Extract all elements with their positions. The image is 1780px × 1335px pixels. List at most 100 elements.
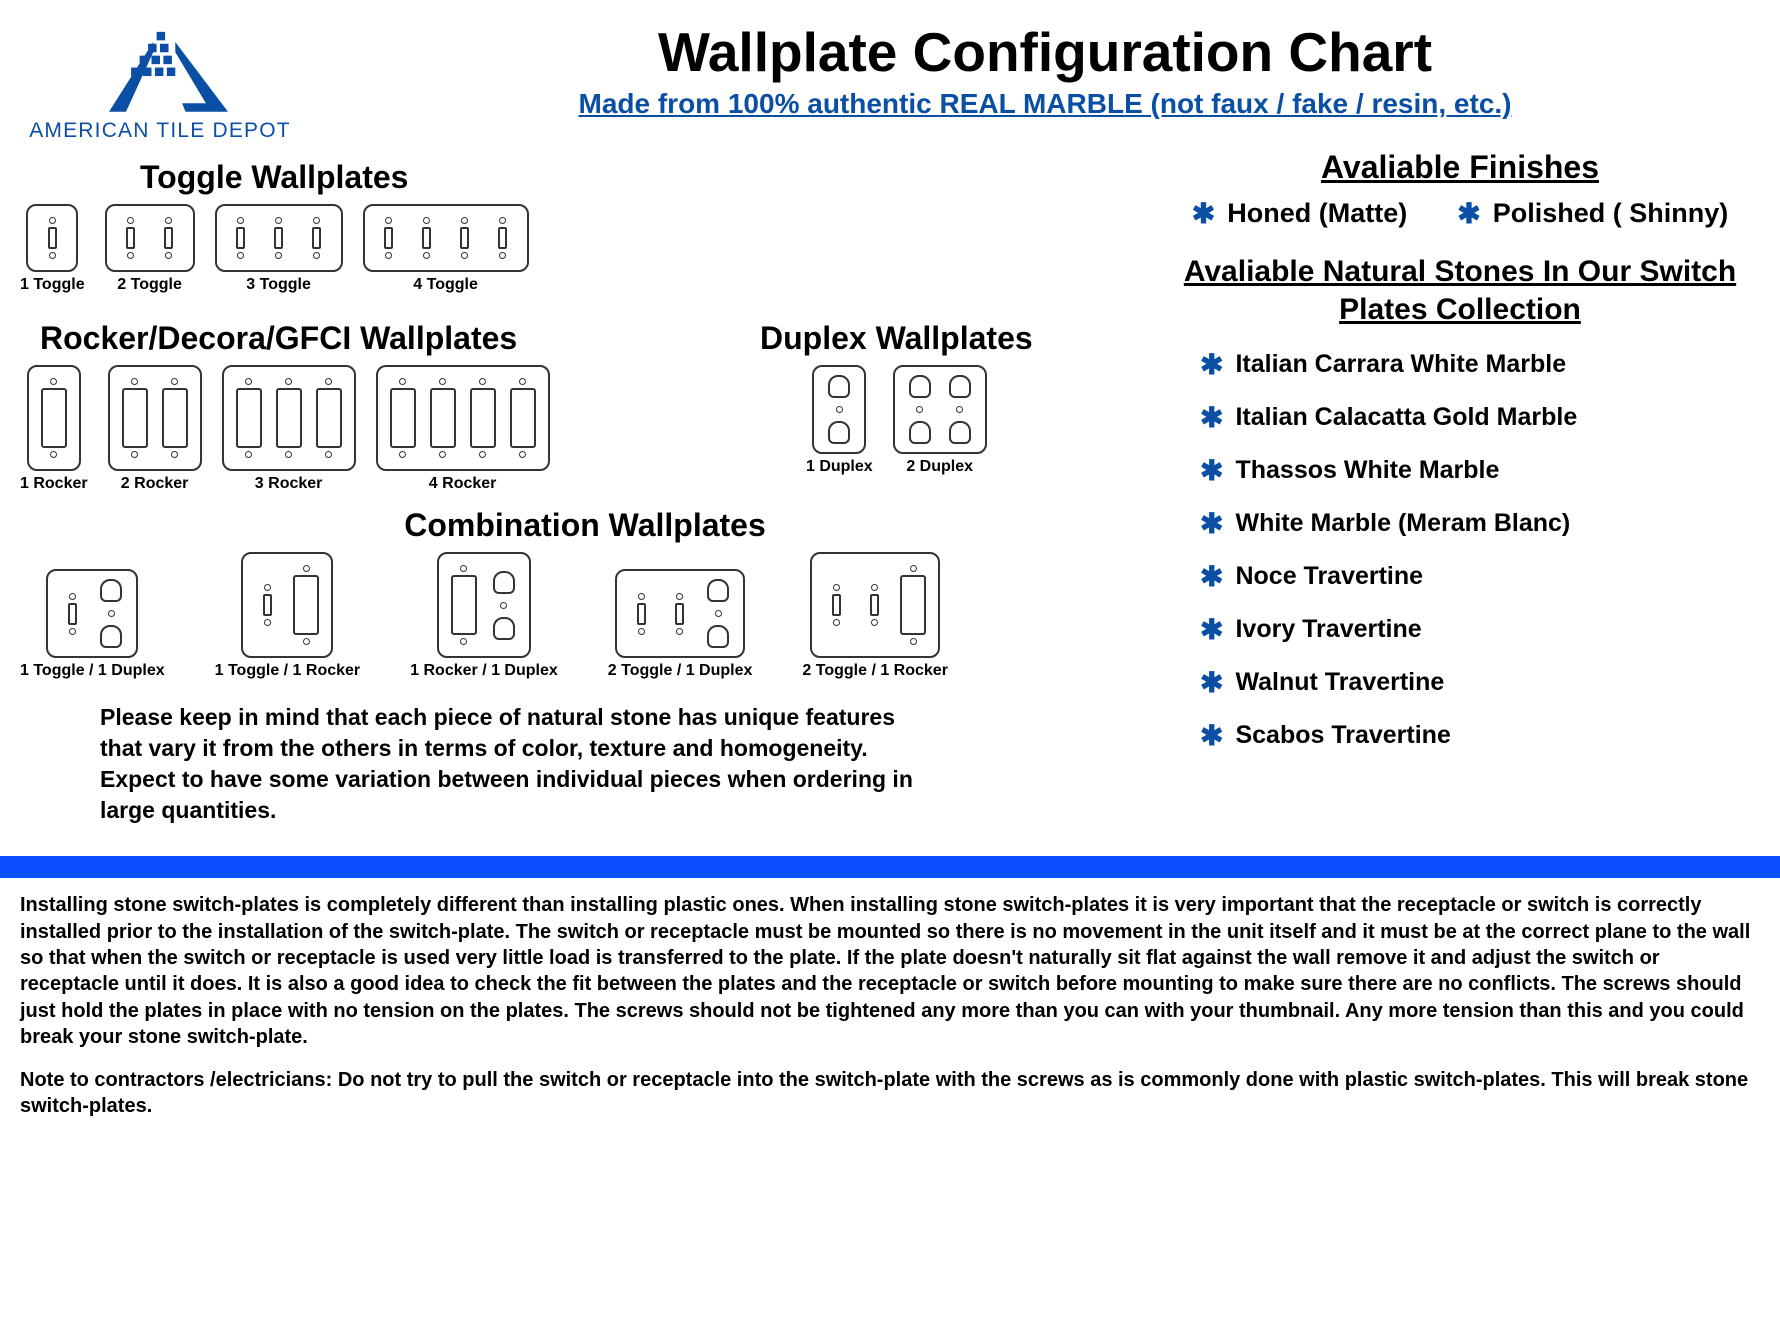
toggle-gang bbox=[37, 214, 67, 262]
screw-icon bbox=[479, 378, 486, 385]
wallplate-item: 1 Toggle / 1 Duplex bbox=[20, 569, 165, 680]
toggle-gang bbox=[302, 214, 332, 262]
rocker-gang bbox=[387, 375, 419, 461]
duplex-gang bbox=[702, 579, 734, 648]
rocker-slot-icon bbox=[41, 388, 67, 448]
toggle-slot-icon bbox=[164, 227, 173, 249]
toggle-gang bbox=[412, 214, 442, 262]
outlet-icon bbox=[828, 375, 850, 398]
wallplate-item: 3 Rocker bbox=[222, 365, 356, 493]
toggle-slot-icon bbox=[68, 603, 77, 625]
divider-bar bbox=[0, 856, 1780, 878]
screw-icon bbox=[715, 610, 722, 617]
toggle-slot-icon bbox=[870, 594, 879, 616]
rocker-row: 1 Rocker2 Rocker3 Rocker4 Rocker bbox=[20, 365, 700, 493]
star-icon: ✱ bbox=[1200, 722, 1223, 750]
screw-icon bbox=[325, 451, 332, 458]
screw-icon bbox=[423, 217, 430, 224]
star-icon: ✱ bbox=[1192, 200, 1215, 228]
toggle-slot-icon bbox=[675, 603, 684, 625]
wallplate-label: 3 Toggle bbox=[246, 276, 311, 294]
screw-icon bbox=[385, 217, 392, 224]
stone-item: ✱Walnut Travertine bbox=[1200, 668, 1760, 697]
toggle-row: 1 Toggle2 Toggle3 Toggle4 Toggle bbox=[20, 204, 1150, 294]
wallplate-icon bbox=[26, 204, 78, 272]
rocker-slot-icon bbox=[510, 388, 536, 448]
screw-icon bbox=[460, 638, 467, 645]
screw-icon bbox=[871, 584, 878, 591]
star-icon: ✱ bbox=[1200, 404, 1223, 432]
rocker-slot-icon bbox=[122, 388, 148, 448]
screw-icon bbox=[499, 217, 506, 224]
screw-icon bbox=[916, 406, 923, 413]
wallplate-item: 1 Duplex bbox=[806, 365, 873, 476]
stone-item: ✱Italian Carrara White Marble bbox=[1200, 350, 1760, 379]
wallplate-label: 2 Duplex bbox=[906, 458, 973, 476]
screw-icon bbox=[519, 451, 526, 458]
rocker-slot-icon bbox=[470, 388, 496, 448]
star-icon: ✱ bbox=[1200, 669, 1223, 697]
stone-item: ✱Thassos White Marble bbox=[1200, 456, 1760, 485]
wallplate-item: 2 Toggle / 1 Rocker bbox=[802, 552, 948, 680]
stone-label: Italian Carrara White Marble bbox=[1235, 350, 1566, 379]
screw-icon bbox=[833, 619, 840, 626]
rocker-gang bbox=[290, 562, 322, 648]
toggle-slot-icon bbox=[460, 227, 469, 249]
brand-logo: AMERICAN TILE DEPOT bbox=[20, 20, 300, 143]
screw-icon bbox=[50, 378, 57, 385]
screw-icon bbox=[49, 252, 56, 259]
duplex-gang bbox=[904, 375, 936, 444]
finish-label: Honed (Matte) bbox=[1227, 198, 1407, 229]
screw-icon bbox=[399, 451, 406, 458]
wallplate-label: 1 Toggle bbox=[20, 276, 85, 294]
finish-item: ✱ Honed (Matte) bbox=[1192, 198, 1407, 229]
outlet-icon bbox=[707, 579, 729, 602]
wallplate-icon bbox=[437, 552, 531, 658]
screw-icon bbox=[237, 252, 244, 259]
page-title: Wallplate Configuration Chart bbox=[330, 20, 1760, 84]
screw-icon bbox=[500, 602, 507, 609]
wallplate-icon bbox=[376, 365, 550, 471]
screw-icon bbox=[303, 565, 310, 572]
duplex-gang bbox=[488, 571, 520, 640]
wallplate-label: 3 Rocker bbox=[255, 475, 323, 493]
toggle-gang bbox=[154, 214, 184, 262]
screw-icon bbox=[237, 217, 244, 224]
screw-icon bbox=[275, 217, 282, 224]
subtitle-link[interactable]: Made from 100% authentic REAL MARBLE (no… bbox=[579, 88, 1512, 120]
screw-icon bbox=[69, 593, 76, 600]
screw-icon bbox=[461, 252, 468, 259]
wallplate-label: 1 Toggle / 1 Rocker bbox=[215, 662, 361, 680]
screw-icon bbox=[165, 217, 172, 224]
combo-heading: Combination Wallplates bbox=[20, 507, 1150, 544]
toggle-slot-icon bbox=[274, 227, 283, 249]
rocker-slot-icon bbox=[390, 388, 416, 448]
screw-icon bbox=[399, 378, 406, 385]
wallplate-icon bbox=[241, 552, 333, 658]
wallplate-icon bbox=[222, 365, 356, 471]
wallplate-label: 2 Toggle / 1 Duplex bbox=[608, 662, 753, 680]
duplex-gang bbox=[823, 375, 855, 444]
wallplate-label: 2 Toggle / 1 Rocker bbox=[802, 662, 948, 680]
wallplate-item: 1 Toggle bbox=[20, 204, 85, 294]
wallplate-icon bbox=[893, 365, 987, 454]
screw-icon bbox=[285, 378, 292, 385]
star-icon: ✱ bbox=[1200, 563, 1223, 591]
rocker-slot-icon bbox=[900, 575, 926, 635]
screw-icon bbox=[108, 610, 115, 617]
rocker-gang bbox=[38, 375, 70, 461]
rocker-gang bbox=[427, 375, 459, 461]
wallplate-item: 2 Toggle / 1 Duplex bbox=[608, 569, 753, 680]
screw-icon bbox=[638, 593, 645, 600]
screw-icon bbox=[313, 252, 320, 259]
outlet-icon bbox=[493, 571, 515, 594]
rocker-slot-icon bbox=[162, 388, 188, 448]
toggle-gang bbox=[226, 214, 256, 262]
toggle-gang bbox=[626, 590, 656, 638]
wallplate-icon bbox=[27, 365, 81, 471]
screw-icon bbox=[171, 378, 178, 385]
screw-icon bbox=[439, 378, 446, 385]
screw-icon bbox=[499, 252, 506, 259]
content: Toggle Wallplates 1 Toggle2 Toggle3 Togg… bbox=[20, 149, 1760, 834]
brand-name: AMERICAN TILE DEPOT bbox=[29, 119, 291, 143]
